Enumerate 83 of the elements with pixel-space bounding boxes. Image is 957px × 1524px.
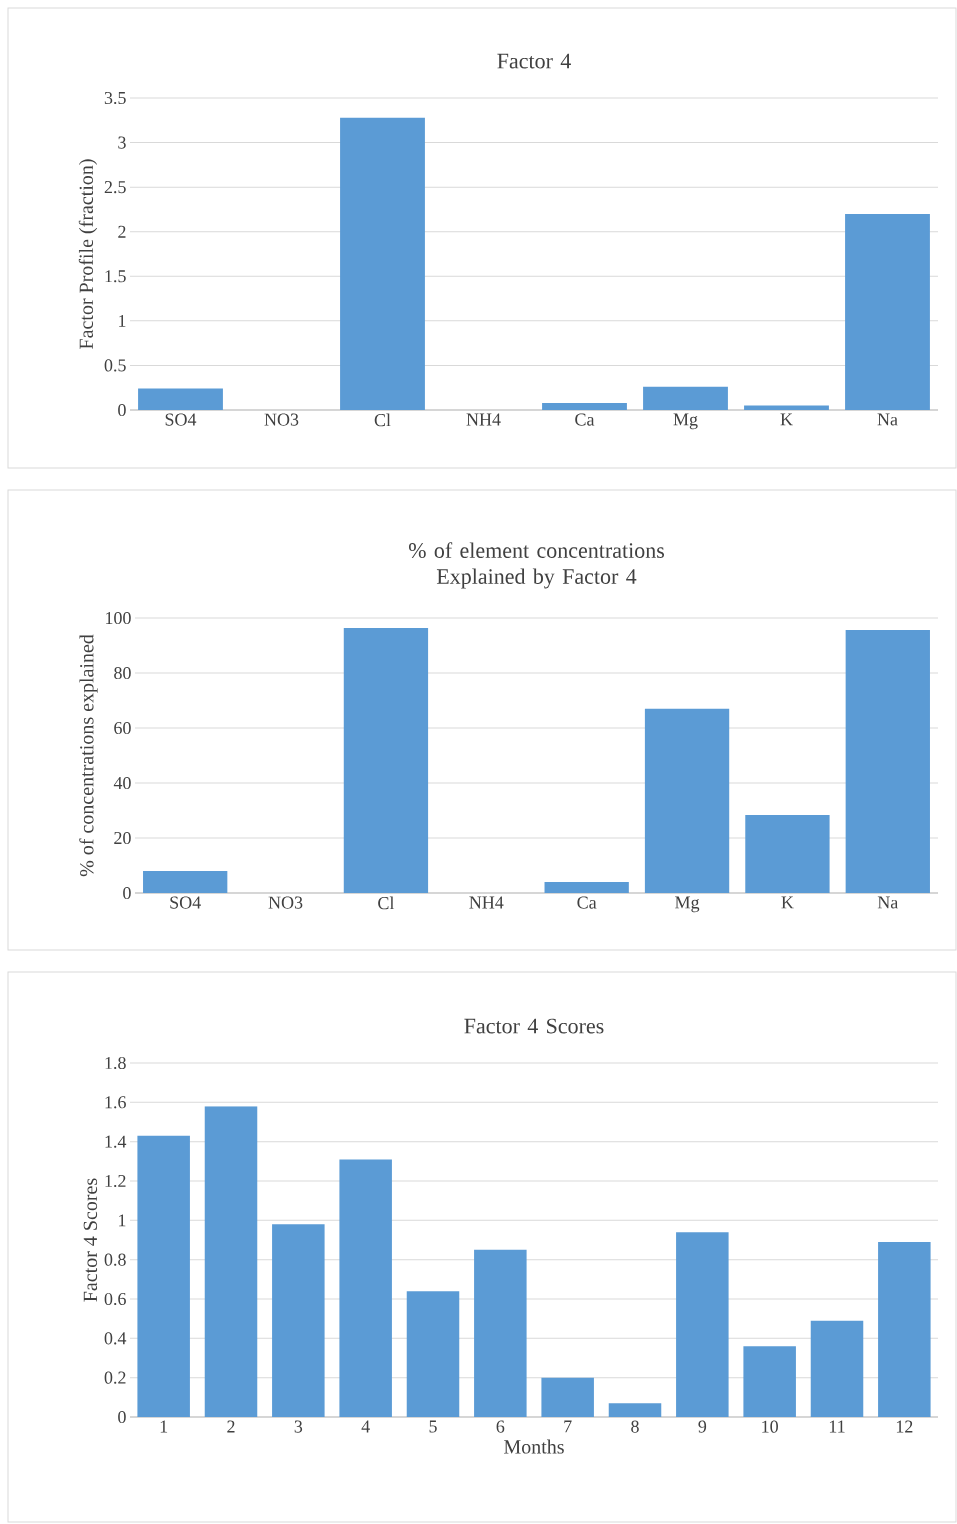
x-tick-label: K	[780, 413, 793, 426]
bar	[644, 708, 730, 894]
x-axis-title: Months	[504, 1439, 564, 1454]
y-axis-title: % of concentrations explained	[79, 634, 98, 877]
bar	[272, 1224, 325, 1418]
x-tick-label: 9	[698, 1420, 707, 1433]
bar	[340, 117, 425, 411]
bar	[204, 1106, 258, 1418]
y-tick-label: 2.5	[104, 181, 126, 194]
bar	[343, 627, 429, 894]
x-tick-label: Na	[877, 413, 898, 426]
bar	[845, 630, 930, 894]
x-tick-label: 3	[294, 1420, 303, 1433]
y-tick-label: 0.6	[104, 1292, 126, 1306]
x-tick-label: NO3	[264, 413, 299, 426]
bar	[137, 1135, 190, 1418]
y-axis-title: Factor Profile (fraction)	[78, 159, 98, 349]
y-axis-title: Factor 4 Scores	[83, 1178, 98, 1302]
y-tick-label: 0.2	[104, 1371, 126, 1384]
y-tick-label: 0	[118, 1410, 126, 1424]
bar	[676, 1232, 729, 1418]
y-tick-label: 1.8	[105, 1056, 126, 1070]
x-tick-label: 10	[762, 1420, 778, 1433]
bar	[810, 1320, 864, 1418]
bar	[643, 386, 728, 411]
bar	[845, 213, 930, 411]
bar	[743, 1346, 796, 1418]
x-tick-label: 7	[564, 1420, 572, 1433]
bar	[878, 1241, 931, 1418]
chart-title: % of element concentrations Explained by Factor 4	[408, 542, 664, 589]
bar	[474, 1249, 527, 1418]
x-tick-label: Ca	[577, 896, 597, 909]
x-tick-label: Ca	[575, 413, 595, 426]
chart-title: Factor 4	[497, 53, 571, 69]
bar	[744, 405, 829, 411]
y-tick-label: 0	[118, 403, 126, 417]
x-tick-label: Cl	[378, 896, 395, 910]
y-tick-label: 1.6	[105, 1096, 126, 1109]
bar	[143, 871, 228, 894]
y-tick-label: 1.5	[105, 270, 126, 283]
x-tick-label: NH4	[466, 413, 501, 426]
x-tick-label: 1	[160, 1420, 168, 1433]
y-tick-label: 1.4	[105, 1135, 127, 1148]
chart-title: Factor 4 Scores	[464, 1018, 604, 1034]
bar	[544, 882, 629, 894]
bar	[406, 1291, 460, 1418]
bar	[608, 1403, 662, 1418]
x-tick-label: K	[781, 896, 794, 909]
x-tick-label: NO3	[268, 896, 303, 909]
x-tick-label: Cl	[374, 413, 391, 427]
bar	[745, 814, 830, 894]
x-tick-label: Na	[877, 896, 899, 909]
y-tick-label: 1	[119, 314, 126, 327]
bar	[542, 402, 627, 411]
bar	[339, 1159, 392, 1418]
x-tick-label: 12	[896, 1420, 913, 1433]
y-tick-label: 40	[113, 776, 131, 790]
x-tick-label: Mg	[675, 896, 700, 913]
y-tick-label: 0.4	[104, 1332, 127, 1345]
y-tick-label: 3	[118, 136, 126, 149]
y-tick-label: 0.8	[104, 1253, 126, 1266]
x-tick-label: 11	[829, 1420, 845, 1433]
y-tick-label: 2	[118, 225, 126, 238]
x-tick-label: 8	[631, 1420, 639, 1433]
y-tick-label: 0.5	[104, 359, 126, 372]
y-tick-label: 1.2	[105, 1174, 126, 1188]
y-tick-label: 60	[114, 721, 131, 735]
x-tick-label: 6	[496, 1420, 505, 1433]
x-tick-label: 2	[227, 1420, 235, 1433]
bar	[541, 1377, 594, 1418]
x-tick-label: NH4	[469, 896, 504, 909]
y-tick-label: 1	[119, 1214, 126, 1227]
bar	[138, 388, 223, 411]
x-tick-label: SO4	[165, 413, 197, 426]
x-tick-label: Mg	[673, 413, 698, 430]
y-tick-label: 20	[114, 831, 131, 845]
y-tick-label: 100	[106, 611, 131, 625]
x-tick-label: SO4	[170, 896, 201, 909]
y-tick-label: 80	[114, 666, 131, 680]
y-tick-label: 3.5	[104, 91, 126, 105]
x-tick-label: 4	[361, 1420, 370, 1433]
x-tick-label: 5	[429, 1420, 437, 1433]
y-tick-label: 0	[123, 886, 131, 900]
